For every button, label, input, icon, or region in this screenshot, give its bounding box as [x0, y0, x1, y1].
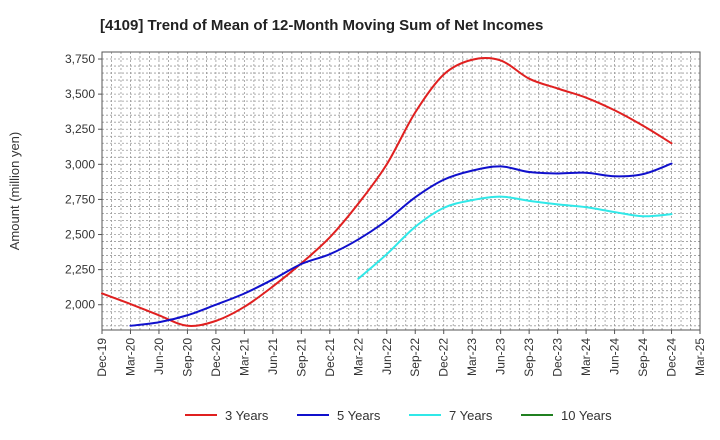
legend-label-3-years: 3 Years	[225, 408, 269, 423]
legend-label-10-years: 10 Years	[561, 408, 612, 423]
plot-background	[102, 52, 700, 330]
x-tick-label: Sep-22	[408, 338, 422, 377]
x-tick-label: Mar-24	[579, 338, 593, 376]
y-tick-label: 2,250	[65, 263, 95, 277]
series-line-3-years	[101, 57, 673, 327]
x-tick-label: Mar-20	[123, 338, 137, 376]
series-line-5-years	[129, 162, 673, 327]
chart-title: [4109] Trend of Mean of 12-Month Moving …	[100, 17, 543, 34]
y-tick-label: 3,000	[65, 157, 95, 171]
legend-label-5-years: 5 Years	[337, 408, 381, 423]
x-tick-label: Dec-22	[437, 338, 451, 377]
series-line-7-years	[357, 195, 673, 280]
legend-label-7-years: 7 Years	[449, 408, 493, 423]
y-tick-label: 3,750	[65, 52, 95, 66]
y-axis-label: Amount (million yen)	[7, 132, 22, 251]
x-tick-label: Dec-23	[551, 338, 565, 377]
x-tick-label: Jun-22	[380, 338, 394, 375]
x-tick-label: Dec-20	[209, 338, 223, 377]
x-tick-label: Sep-21	[294, 338, 308, 377]
x-tick-label: Jun-23	[494, 338, 508, 375]
y-tick-label: 2,750	[65, 192, 95, 206]
x-tick-label: Mar-23	[465, 338, 479, 376]
plot-frame	[101, 51, 701, 331]
y-tick-label: 3,500	[65, 87, 95, 101]
y-tick-label: 2,000	[65, 298, 95, 312]
x-tick-label: Sep-24	[636, 338, 650, 377]
x-tick-label: Dec-21	[323, 338, 337, 377]
y-tick-label: 3,250	[65, 122, 95, 136]
x-tick-label: Jun-20	[152, 338, 166, 375]
x-tick-label: Sep-20	[180, 338, 194, 377]
legend: 3 Years 5 Years 7 Years 10 Years	[185, 408, 612, 423]
x-tick-label: Mar-22	[351, 338, 365, 376]
x-tick-label: Dec-19	[95, 338, 109, 377]
x-tick-label: Sep-23	[522, 338, 536, 377]
plot-area: 2,000 2,250 2,500 2,750 3,000 3,250 3,500 3,750…	[65, 51, 707, 377]
x-tick-label: Jun-21	[266, 338, 280, 375]
x-tick-label: Mar-25	[693, 338, 707, 376]
x-tick-label: Dec-24	[665, 338, 679, 377]
x-tick-label: Jun-24	[608, 338, 622, 375]
x-tick-label: Mar-21	[237, 338, 251, 376]
y-tick-label: 2,500	[65, 228, 95, 242]
